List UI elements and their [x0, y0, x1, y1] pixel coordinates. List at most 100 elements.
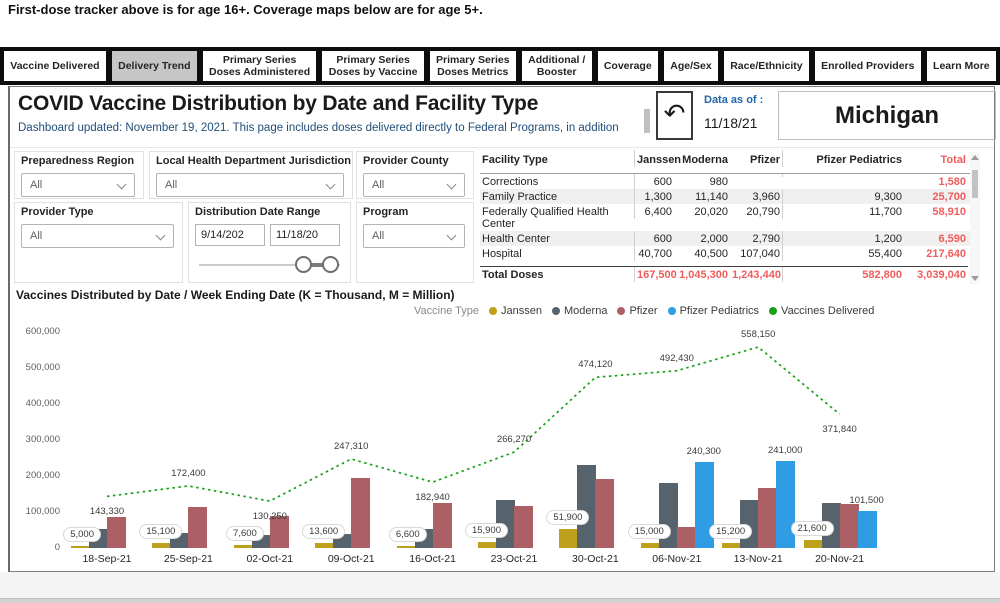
table-cell-value [782, 174, 904, 177]
filter-lhd-jurisdiction: Local Health Department Jurisdiction All [149, 151, 353, 199]
bar-pfizer-pediatrics-06-nov-21[interactable] [694, 461, 714, 548]
table-row-hospital[interactable]: Hospital 40,700 40,500 107,040 55,400 217,640 [480, 246, 980, 261]
slider-track[interactable] [199, 264, 340, 266]
table-row-family-practice[interactable]: Family Practice 1,300 11,140 3,960 9,300 25,7… [480, 189, 980, 204]
bar-pfizer-pediatrics-13-nov-21[interactable] [776, 461, 796, 548]
x-axis-label: 20-Nov-21 [815, 553, 865, 565]
legend-item-pfizer[interactable]: Pfizer [617, 305, 658, 317]
lhd-jurisdiction-dropdown[interactable]: All [156, 173, 344, 197]
tab-age-sex[interactable]: Age/Sex [662, 50, 719, 82]
bar-pfizer-30-oct-21[interactable] [595, 478, 615, 548]
slider-handle-end[interactable] [322, 256, 339, 273]
x-axis-label: 02-Oct-21 [246, 553, 294, 565]
chevron-down-icon [446, 179, 457, 190]
bar-janssen-23-oct-21[interactable] [478, 542, 497, 548]
date-range-end-input[interactable]: 11/18/20 [270, 224, 340, 246]
bar-janssen-30-oct-21[interactable] [559, 529, 579, 548]
preparedness-region-dropdown[interactable]: All [21, 173, 135, 197]
bar-pfizer-09-oct-21[interactable] [351, 478, 371, 548]
region-name: Michigan [834, 101, 939, 129]
bar-pfizer-pediatrics-20-nov-21[interactable] [857, 511, 877, 548]
table-row-federally-qualified-health-center[interactable]: Federally Qualified Health Center 6,400 20… [480, 204, 980, 231]
subtitle-scrollbar[interactable] [644, 109, 650, 133]
scroll-down-icon[interactable] [971, 276, 979, 281]
bar-pfizer-13-nov-21[interactable] [758, 487, 778, 548]
data-label-janssen: 51,900 [546, 510, 590, 526]
bar-moderna-30-oct-21[interactable] [577, 465, 597, 548]
x-axis-label: 23-Oct-21 [490, 553, 538, 565]
program-dropdown[interactable]: All [363, 224, 465, 248]
date-range-start-input[interactable]: 9/14/202 [195, 224, 265, 246]
age-note-text: First-dose tracker above is for age 16+.… [8, 2, 483, 17]
table-cell-value: 3,960 [752, 191, 780, 203]
bar-pfizer-02-oct-21[interactable] [269, 516, 289, 548]
chart-legend: Vaccine Type Janssen Moderna Pfizer Pfizer P… [414, 305, 874, 317]
bar-pfizer-23-oct-21[interactable] [514, 505, 533, 548]
scroll-up-icon[interactable] [971, 155, 979, 160]
tab-primary-series-doses-by-vaccine[interactable]: Primary Series Doses by Vaccine [321, 50, 425, 82]
data-as-of-label: Data as of : [704, 94, 764, 106]
legend-item-pfizer-pediatrics[interactable]: Pfizer Pediatrics [667, 305, 759, 317]
bar-pfizer-16-oct-21[interactable] [432, 503, 452, 548]
table-cell-value: 25,700 [932, 191, 966, 203]
table-row-corrections[interactable]: Corrections 600 980 1,580 [480, 174, 980, 189]
bar-pfizer-18-sep-21[interactable] [107, 517, 126, 548]
data-label-vaccines-delivered: 130,250 [252, 511, 287, 523]
tab-coverage[interactable]: Coverage [596, 50, 659, 82]
bar-janssen-16-oct-21[interactable] [396, 545, 416, 548]
table-cell-value: 1,300 [634, 189, 674, 204]
vaccines-delivered-line[interactable] [67, 332, 895, 548]
bar-janssen-09-oct-21[interactable] [315, 543, 335, 548]
filter-label: Distribution Date Range [195, 206, 321, 218]
slider-handle-start[interactable] [295, 256, 312, 273]
header-divider [10, 147, 994, 148]
table-scrollbar[interactable] [970, 152, 980, 284]
bar-pfizer-20-nov-21[interactable] [839, 503, 859, 548]
tab-vaccine-delivered[interactable]: Vaccine Delivered [3, 50, 107, 82]
table-cell-value: 11,140 [695, 191, 728, 203]
legend-dot-icon [667, 307, 676, 315]
tab-enrolled-providers[interactable]: Enrolled Providers [813, 50, 922, 82]
tab-primary-series-doses-administered[interactable]: Primary Series Doses Administered [201, 50, 318, 82]
x-axis-label: 09-Oct-21 [327, 553, 375, 565]
data-label-pfizer-pediatrics: 101,500 [849, 495, 884, 507]
window-scrollbar-strip[interactable] [0, 598, 1000, 603]
chevron-down-icon [325, 179, 336, 190]
table-cell-name: Hospital [482, 248, 522, 260]
bar-janssen-18-sep-21[interactable] [71, 546, 90, 548]
legend-item-janssen[interactable]: Janssen [489, 305, 542, 317]
bar-pfizer-06-nov-21[interactable] [676, 527, 696, 548]
legend-dot-icon [769, 307, 778, 315]
back-button[interactable]: ↶ [656, 91, 693, 140]
scrollbar-thumb[interactable] [972, 170, 978, 198]
provider-county-dropdown[interactable]: All [363, 173, 465, 197]
table-cell-name: Federally Qualified Health Center [482, 206, 609, 230]
bar-janssen-02-oct-21[interactable] [233, 545, 253, 548]
bar-janssen-13-nov-21[interactable] [722, 542, 742, 548]
slider-range[interactable] [307, 263, 333, 267]
provider-type-dropdown[interactable]: All [21, 224, 174, 248]
chevron-down-icon [116, 179, 127, 190]
data-label-vaccines-delivered: 558,150 [741, 329, 776, 341]
table-header-row: Facility Type Janssen Moderna Pfizer Pfizer … [480, 150, 980, 174]
table-cell-value: 6,590 [938, 233, 966, 245]
table-row-health-center[interactable]: Health Center 600 2,000 2,790 1,200 6,590 [480, 231, 980, 246]
table-cell-value: 6,400 [634, 204, 674, 219]
tab-race-ethnicity[interactable]: Race/Ethnicity [722, 50, 810, 82]
legend-item-vaccines-delivered[interactable]: Vaccines Delivered [769, 305, 874, 317]
data-label-vaccines-delivered: 143,330 [89, 506, 125, 518]
tab-primary-series-doses-metrics[interactable]: Primary Series Doses Metrics [428, 50, 517, 82]
tab-delivery-trend[interactable]: Delivery Trend [110, 50, 198, 82]
y-axis-tick: 400,000 [25, 398, 60, 409]
chart-title: Vaccines Distributed by Date / Week Endi… [16, 288, 455, 302]
legend-item-moderna[interactable]: Moderna [552, 305, 607, 317]
y-axis-tick: 0 [54, 542, 60, 553]
bar-janssen-25-sep-21[interactable] [152, 542, 172, 548]
bar-janssen-20-nov-21[interactable] [803, 540, 823, 548]
tab-additional-booster[interactable]: Additional / Booster [520, 50, 593, 82]
tab-learn-more[interactable]: Learn More [925, 50, 997, 82]
column-header-value: Pfizer Pediatrics [782, 150, 904, 167]
bar-janssen-06-nov-21[interactable] [640, 542, 660, 548]
bar-pfizer-25-sep-21[interactable] [188, 506, 208, 548]
tab-bar: Vaccine Delivered Delivery Trend Primary S… [0, 47, 1000, 85]
